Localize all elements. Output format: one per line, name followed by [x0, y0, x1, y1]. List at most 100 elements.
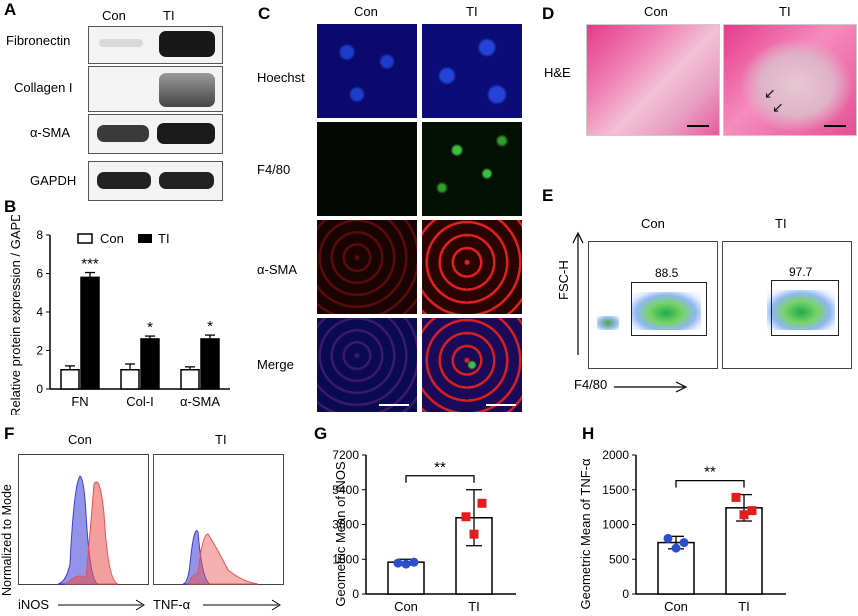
chart-h-point [663, 533, 673, 543]
gate-value-con: 88.5 [655, 266, 679, 280]
blot-collagen [88, 66, 223, 112]
flow-plot-ti: 97.7 [722, 241, 852, 369]
blot-label-collagen: Collagen I [14, 80, 73, 95]
chart-g-point [393, 558, 403, 568]
chart-g: Geometric Mean of iNOS 0 1800 3600 5400 7200… [332, 448, 516, 614]
chart-h: Geometric Mean of TNF-α 0 500 1000 1500 2000… [578, 448, 786, 614]
chart-h-ytick-label: 2000 [602, 448, 629, 462]
img-he-con [586, 24, 720, 136]
chart-h-ytick-label: 1500 [602, 483, 629, 497]
blot-col-con: Con [102, 8, 126, 23]
hist-con-red [64, 481, 119, 585]
chart-g-xtick-label: Con [394, 599, 418, 614]
chart-g-ylabel: Geometric Mean of iNOS [333, 461, 348, 607]
chart-h-point [747, 506, 757, 516]
hist-ti-red [187, 533, 259, 585]
chart-h-xtick-label: Con [664, 599, 688, 614]
chart-b-xtick-label: Col-I [126, 394, 153, 409]
chart-b-bar [120, 369, 140, 390]
legend-label-ti: TI [158, 231, 170, 246]
panel-c-label: C [258, 4, 271, 23]
chart-h-point [679, 538, 689, 548]
flow-ylabel-text: FSC-H [556, 260, 571, 300]
chart-b-ytick-label: 8 [36, 228, 43, 242]
legend-label-con: Con [100, 231, 124, 246]
ihc-label-hoechst: Hoechst [257, 70, 305, 85]
chart-h-ytick-label: 1000 [602, 518, 629, 532]
flow-xlabel: F4/80 [574, 377, 608, 392]
chart-g-ytick-label: 5400 [332, 483, 359, 497]
hist-frame-ti [153, 454, 284, 585]
ihc-col-ti: TI [466, 4, 478, 19]
chart-b-ylabel: Relative protein expression / GAPDH [8, 215, 23, 415]
blot-label-asma: α-SMA [30, 125, 71, 140]
blot-col-ti: TI [163, 8, 175, 23]
gate-con [631, 282, 707, 336]
hist-xlabel-inos: iNOS [18, 597, 49, 612]
panel-f-label: F [4, 424, 15, 443]
chart-b: Relative protein expression / GAPDH 0 2 4 6… [8, 215, 230, 415]
chart-b-ytick-label: 2 [36, 344, 43, 358]
chart-g-xtick-label: TI [468, 599, 480, 614]
chart-g-sig: ** [434, 459, 446, 476]
ihc-label-f480: F4/80 [257, 162, 291, 177]
blot-fibronectin [88, 26, 223, 64]
chart-g-point [461, 512, 471, 522]
he-col-ti: TI [779, 4, 791, 19]
he-col-con: Con [644, 4, 668, 19]
chart-h-bar [725, 507, 763, 595]
chart-g-point [477, 498, 487, 508]
blot-gapdh [88, 161, 223, 201]
panel-e-label: E [542, 186, 554, 205]
chart-g-point [401, 559, 411, 569]
chart-b-sig: * [147, 319, 153, 336]
hist-ti-blue [182, 530, 211, 585]
chart-g-ytick-label: 0 [352, 587, 359, 601]
flow-col-ti: TI [775, 216, 787, 231]
chart-b-bar [60, 369, 80, 390]
hist-col-con: Con [68, 432, 92, 447]
ihc-label-asma: α-SMA [257, 262, 298, 277]
chart-g-ytick-label: 7200 [332, 448, 359, 462]
panel-a-label: A [4, 0, 17, 19]
panel-b-label: B [4, 197, 17, 216]
img-merge-ti [422, 318, 522, 412]
chart-b-ytick-label: 0 [36, 382, 43, 396]
chart-b-bar [180, 369, 200, 390]
img-hoechst-ti [422, 24, 522, 118]
legend-swatch-con [77, 233, 93, 244]
ihc-label-merge: Merge [257, 357, 294, 372]
blot-label-gapdh: GAPDH [30, 173, 77, 188]
hist-col-ti: TI [215, 432, 227, 447]
arrow-icon: ↙ [772, 99, 784, 115]
img-he-ti: ↙ ↙ [723, 24, 857, 136]
arrow-icon: ↙ [764, 85, 776, 101]
chart-b-bar [140, 338, 160, 390]
chart-h-point [671, 543, 681, 553]
chart-b-sig: * [207, 318, 213, 335]
flow-xaxis-arrow [614, 381, 688, 393]
chart-g-point [469, 529, 479, 539]
chart-b-xtick-label: FN [71, 394, 88, 409]
chart-h-point [739, 510, 749, 520]
chart-b-bar [200, 338, 220, 390]
chart-h-sig-bracket [675, 479, 745, 488]
chart-g-point [409, 557, 419, 567]
gate-ti [771, 280, 839, 336]
chart-b-sig: *** [81, 256, 99, 273]
chart-h-point [731, 492, 741, 502]
chart-h-ytick-label: 500 [609, 552, 629, 566]
chart-b-ytick-label: 6 [36, 267, 43, 281]
he-label: H&E [544, 65, 571, 80]
panel-g-label: G [314, 424, 328, 443]
chart-h-ylabel: Geometric Mean of TNF-α [578, 458, 593, 610]
chart-b-ytick-label: 4 [36, 305, 43, 319]
chart-h-xtick-label: TI [738, 599, 750, 614]
gate-value-ti: 97.7 [789, 265, 813, 279]
img-asma-con [317, 220, 417, 314]
img-f480-con [317, 122, 417, 216]
chart-g-ytick-label: 3600 [332, 518, 359, 532]
histograms: iNOS TNF-α [18, 454, 284, 612]
chart-b-xtick-label: α-SMA [180, 394, 220, 409]
chart-h-sig: ** [704, 464, 716, 481]
